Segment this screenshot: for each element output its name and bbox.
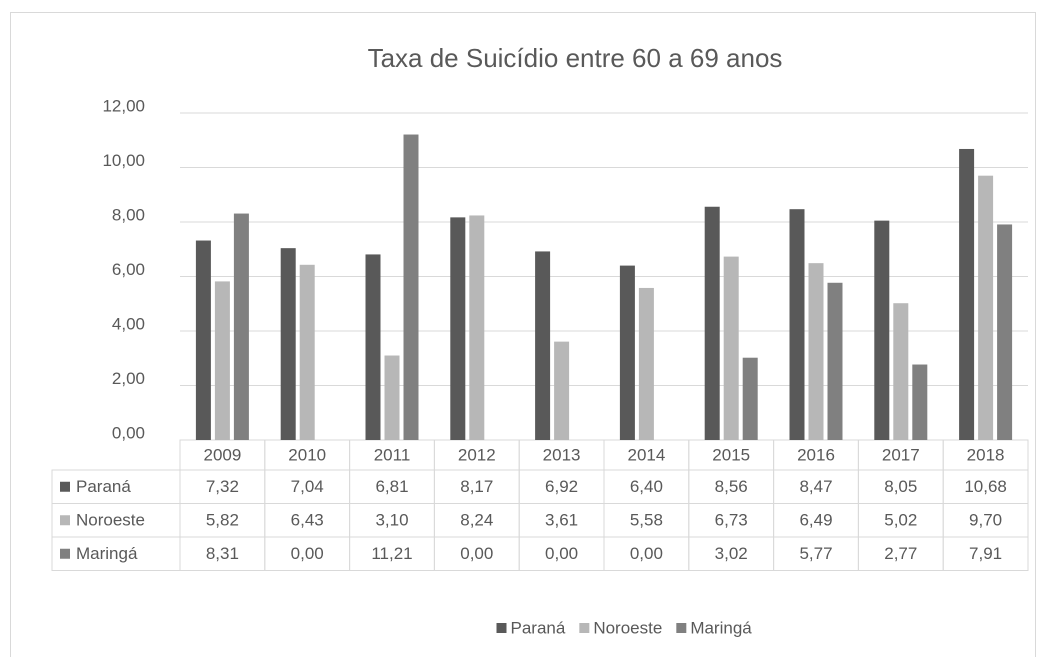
bar (789, 209, 805, 440)
bar (874, 220, 890, 440)
table-value: 6,49 (799, 511, 832, 530)
bar (808, 263, 824, 440)
table-series-name: Noroeste (76, 511, 145, 530)
bar (299, 264, 315, 440)
x-tick-label: 2014 (627, 445, 665, 464)
table-value: 7,32 (206, 477, 239, 496)
table-value: 8,05 (884, 477, 917, 496)
table-value: 0,00 (460, 544, 493, 563)
bar (723, 256, 739, 440)
table-value: 8,56 (715, 477, 748, 496)
y-tick-label: 2,00 (112, 369, 145, 388)
bar (742, 357, 758, 440)
table-value: 2,77 (884, 544, 917, 563)
table-cell (942, 536, 1029, 571)
table-legend-key (60, 515, 70, 526)
table-value: 0,00 (291, 544, 324, 563)
bar (450, 217, 466, 440)
table-value: 7,91 (969, 544, 1002, 563)
x-tick-label: 2016 (797, 445, 835, 464)
table-value: 6,40 (630, 477, 663, 496)
table-value: 0,00 (545, 544, 578, 563)
legend-label: Maringá (690, 618, 752, 637)
x-tick-label: 2015 (712, 445, 750, 464)
x-tick-label: 2018 (967, 445, 1005, 464)
bar (959, 148, 975, 440)
bar (214, 281, 230, 440)
table-value: 5,02 (884, 511, 917, 530)
y-tick-label: 10,00 (102, 151, 145, 170)
table-value: 6,92 (545, 477, 578, 496)
bar (233, 213, 249, 440)
x-tick-label: 2009 (203, 445, 241, 464)
bar (403, 134, 419, 440)
x-tick-label: 2010 (288, 445, 326, 464)
table-value: 3,61 (545, 511, 578, 530)
table-value: 6,81 (375, 477, 408, 496)
bar (195, 240, 211, 440)
table-value: 8,47 (799, 477, 832, 496)
table-legend-key (60, 548, 70, 559)
bar (978, 175, 994, 441)
table-value: 3,10 (375, 511, 408, 530)
bar (997, 224, 1013, 440)
table-value: 0,00 (630, 544, 663, 563)
bar (704, 206, 720, 440)
table-value: 7,04 (291, 477, 324, 496)
y-tick-label: 0,00 (112, 423, 145, 442)
bar (912, 364, 928, 440)
table-series-name: Paraná (76, 477, 131, 496)
table-value: 6,43 (291, 511, 324, 530)
table-value: 3,02 (715, 544, 748, 563)
bar (535, 251, 551, 440)
table-value: 6,73 (715, 511, 748, 530)
x-tick-label: 2013 (543, 445, 581, 464)
bar (827, 282, 843, 440)
chart-title: Taxa de Suicídio entre 60 a 69 anos (368, 43, 783, 73)
table-value: 5,82 (206, 511, 239, 530)
bar (365, 254, 381, 440)
legend-label: Paraná (511, 618, 566, 637)
table-value: 9,70 (969, 511, 1002, 530)
y-tick-label: 4,00 (112, 314, 145, 333)
table-value: 8,24 (460, 511, 493, 530)
x-tick-label: 2012 (458, 445, 496, 464)
bar (554, 341, 570, 440)
bar (384, 355, 400, 440)
x-tick-label: 2017 (882, 445, 920, 464)
table-value: 5,58 (630, 511, 663, 530)
bar (893, 303, 909, 440)
table-series-name: Maringá (76, 544, 138, 563)
table-value: 8,31 (206, 544, 239, 563)
bar (619, 265, 635, 440)
x-tick-label: 2011 (374, 445, 411, 464)
legend-key (676, 623, 687, 633)
legend-key (496, 623, 507, 633)
chart-frame (10, 12, 1036, 657)
bar (280, 248, 296, 440)
table-cell (51, 536, 181, 571)
table-value: 10,68 (964, 477, 1007, 496)
legend-key (579, 623, 590, 633)
y-tick-label: 6,00 (112, 260, 145, 279)
table-legend-key (60, 481, 70, 492)
bar (638, 287, 654, 440)
table-value: 5,77 (799, 544, 832, 563)
y-tick-label: 12,00 (102, 96, 145, 115)
bar (469, 215, 485, 440)
table-value: 11,21 (371, 544, 412, 563)
y-tick-label: 8,00 (112, 205, 145, 224)
legend-label: Noroeste (593, 618, 662, 637)
table-value: 8,17 (460, 477, 493, 496)
